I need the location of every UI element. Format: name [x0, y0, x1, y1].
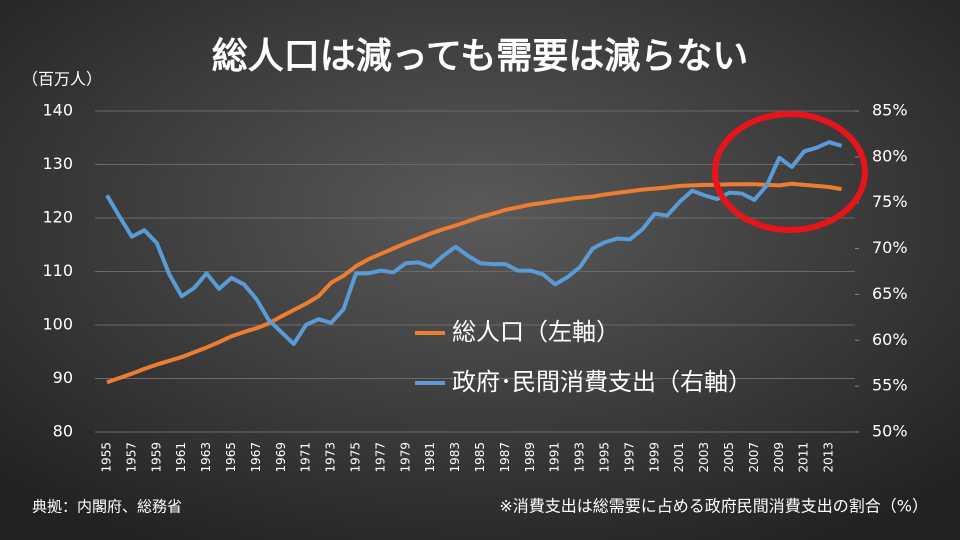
x-tick-label: 1985: [473, 442, 487, 473]
y-tick-label: 90: [53, 368, 73, 387]
x-tick-label: 1981: [423, 442, 437, 473]
x-tick-label: 1995: [598, 442, 612, 473]
x-tick-label: 1957: [124, 442, 138, 473]
x-tick-label: 1997: [622, 442, 636, 473]
x-tick-label: 1991: [548, 442, 562, 473]
legend-label: 政府･民間消費支出（右軸）: [452, 368, 752, 396]
x-tick-label: 1963: [199, 442, 213, 473]
x-tick-label: 1993: [573, 442, 587, 473]
x-tick-label: 2011: [797, 442, 811, 473]
note: ※消費支出は総需要に占める政府民間消費支出の割合（%）: [499, 497, 928, 516]
y2-tick-label: 75%: [872, 192, 908, 211]
y-tick-label: 120: [42, 208, 73, 227]
x-tick-label: 1987: [498, 442, 512, 473]
x-tick-label: 1955: [100, 442, 114, 473]
x-tick-label: 2003: [697, 442, 711, 473]
x-tick-label: 2007: [747, 442, 761, 473]
x-tick-label: 1975: [349, 442, 363, 473]
highlight-circle: [712, 111, 868, 233]
y-tick-label: 100: [42, 315, 73, 334]
y2-tick-label: 80%: [872, 146, 908, 165]
x-tick-label: 1961: [174, 442, 188, 473]
x-tick-label: 2005: [722, 442, 736, 473]
y-tick-label: 140: [42, 101, 73, 120]
y2-tick-label: 70%: [872, 238, 908, 257]
plot: 80 90 100 110 120 130 140 50% 55% 60% 65% 70% 75% 80%…: [42, 101, 907, 473]
y-tick-label: 80: [53, 422, 73, 441]
y2-tick-label: 60%: [872, 330, 908, 349]
y-tick-label: 110: [42, 261, 73, 280]
x-tick-label: 1973: [324, 442, 338, 473]
x-tick-label: 1965: [224, 442, 238, 473]
y2-tick-label: 55%: [872, 376, 908, 395]
y2-tick-label: 50%: [872, 422, 908, 441]
x-tick-label: 1971: [299, 442, 313, 473]
chart-title: 総人口は減っても需要は減らない: [212, 36, 748, 77]
y-axis-unit: （百万人）: [22, 70, 102, 89]
y2-tick-label: 65%: [872, 284, 908, 303]
x-tick-label: 2001: [672, 442, 686, 473]
legend-label: 総人口（左軸）: [452, 318, 620, 346]
x-tick-label: 1983: [448, 442, 462, 473]
x-tick-label: 2009: [772, 442, 786, 473]
y2-tick-label: 85%: [872, 101, 908, 120]
x-tick-label: 2013: [822, 442, 836, 473]
x-tick-label: 1999: [647, 442, 661, 473]
source: 典拠：内閣府、総務省: [32, 498, 182, 516]
x-tick-label: 1977: [373, 442, 387, 473]
x-tick-label: 1989: [523, 442, 537, 473]
y-tick-label: 130: [42, 154, 73, 173]
x-tick-label: 1967: [249, 442, 263, 473]
series-line: [105, 140, 843, 346]
x-tick-label: 1959: [149, 442, 163, 473]
x-tick-label: 1979: [398, 442, 412, 473]
x-tick-label: 1969: [274, 442, 288, 473]
